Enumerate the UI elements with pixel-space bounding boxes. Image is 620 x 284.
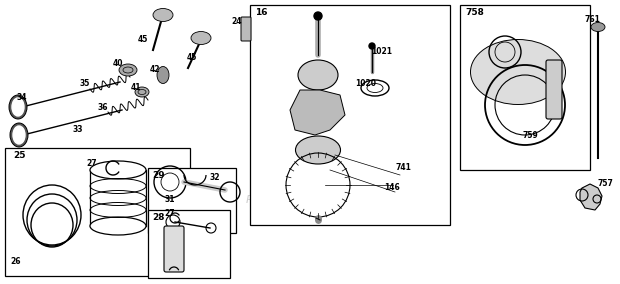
Text: 34: 34 [17, 93, 27, 103]
Polygon shape [290, 90, 345, 135]
Text: 42: 42 [150, 66, 160, 74]
Text: 36: 36 [98, 103, 108, 112]
Bar [148, 168, 236, 233]
Text: 757: 757 [597, 179, 613, 187]
Text: 741: 741 [395, 164, 411, 172]
Text: 27: 27 [87, 158, 97, 168]
Text: 27: 27 [165, 208, 175, 218]
FancyBboxPatch shape [164, 226, 184, 272]
Text: 758: 758 [465, 8, 484, 17]
Text: 16: 16 [255, 8, 267, 17]
Ellipse shape [90, 217, 146, 235]
Text: 26: 26 [11, 258, 21, 266]
Text: 33: 33 [73, 126, 83, 135]
Text: 29: 29 [152, 171, 165, 180]
Text: 45: 45 [187, 53, 197, 62]
Text: 31: 31 [165, 195, 175, 204]
Text: 146: 146 [384, 183, 400, 193]
Ellipse shape [10, 123, 28, 147]
Text: 25: 25 [13, 151, 25, 160]
Ellipse shape [119, 64, 137, 76]
Ellipse shape [591, 22, 605, 32]
Text: 32: 32 [210, 172, 220, 181]
Text: 759: 759 [522, 131, 538, 141]
Ellipse shape [90, 161, 146, 179]
Ellipse shape [157, 66, 169, 83]
Ellipse shape [135, 87, 149, 97]
Text: ReplacementParts.com: ReplacementParts.com [246, 195, 374, 205]
Text: 35: 35 [80, 78, 90, 87]
Text: 761: 761 [584, 16, 600, 24]
Ellipse shape [471, 39, 565, 105]
Ellipse shape [13, 126, 25, 144]
Text: 24: 24 [232, 18, 242, 26]
FancyBboxPatch shape [546, 60, 562, 119]
Ellipse shape [9, 95, 27, 119]
Text: 41: 41 [131, 83, 141, 93]
Bar [250, 5, 450, 225]
Ellipse shape [153, 9, 173, 22]
Text: 45: 45 [138, 36, 148, 45]
Ellipse shape [298, 60, 338, 90]
Ellipse shape [191, 32, 211, 45]
Bar [148, 210, 230, 278]
Bar [5, 148, 190, 276]
Ellipse shape [296, 136, 340, 164]
Text: 1020: 1020 [355, 80, 376, 89]
Polygon shape [580, 184, 602, 210]
Text: 28: 28 [152, 213, 164, 222]
Circle shape [369, 43, 375, 49]
Bar [460, 5, 590, 170]
Text: 1021: 1021 [371, 47, 392, 57]
Circle shape [314, 12, 322, 20]
FancyBboxPatch shape [241, 17, 251, 41]
Text: 40: 40 [113, 59, 123, 68]
Ellipse shape [12, 98, 24, 116]
